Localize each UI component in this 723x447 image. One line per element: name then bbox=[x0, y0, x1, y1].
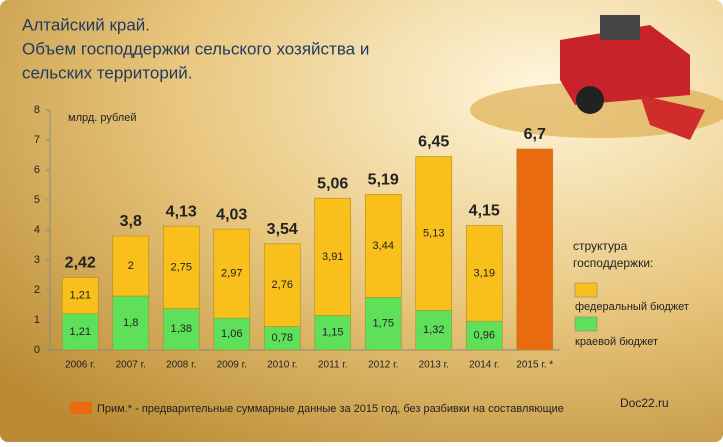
value-label: 0,96 bbox=[474, 330, 495, 342]
bar-segment bbox=[415, 156, 453, 311]
value-label: 3,91 bbox=[322, 251, 343, 263]
x-tick-label: 2011 г. bbox=[318, 360, 348, 371]
value-label: 1,8 bbox=[123, 317, 138, 329]
value-label: 5,13 bbox=[423, 227, 444, 239]
value-label: 1,15 bbox=[322, 327, 343, 339]
y-axis-label: млрд. рублей bbox=[68, 112, 136, 124]
bar-segment bbox=[516, 148, 554, 351]
bar-segment bbox=[213, 317, 251, 351]
value-label: 0,78 bbox=[272, 332, 293, 344]
bar-segment bbox=[314, 197, 352, 316]
total-label: 5,06 bbox=[317, 175, 348, 192]
value-label: 2,97 bbox=[221, 268, 242, 280]
bar-segment bbox=[314, 315, 352, 351]
total-label: 6,7 bbox=[524, 126, 546, 143]
x-tick-label: 2010 г. bbox=[267, 360, 297, 371]
total-label: 4,03 bbox=[216, 206, 247, 223]
x-tick-label: 2012 г. bbox=[368, 360, 398, 371]
legend-title: структура bbox=[573, 239, 628, 253]
x-tick-label: 2009 г. bbox=[217, 360, 247, 371]
value-label: 1,21 bbox=[70, 289, 91, 301]
y-tick-label: 1 bbox=[34, 314, 40, 326]
total-label: 3,8 bbox=[120, 213, 142, 230]
bar-segment bbox=[112, 235, 150, 297]
x-tick-label: 2008 г. bbox=[166, 360, 196, 371]
harvester bbox=[470, 15, 723, 140]
x-tick-label: 2006 г. bbox=[65, 360, 95, 371]
y-tick-label: 2 bbox=[34, 284, 40, 296]
bar-segment bbox=[364, 297, 402, 351]
bar-segment bbox=[162, 308, 200, 351]
value-label: 2,76 bbox=[272, 279, 293, 291]
x-tick-label: 2007 г. bbox=[116, 360, 146, 371]
bar-segment bbox=[162, 225, 200, 309]
y-tick-label: 6 bbox=[34, 164, 40, 176]
bar-segment bbox=[61, 277, 99, 314]
total-label: 5,19 bbox=[368, 172, 399, 189]
y-tick-label: 5 bbox=[34, 194, 40, 206]
total-label: 3,54 bbox=[267, 221, 298, 238]
bar-segment bbox=[213, 228, 251, 319]
legend-swatch bbox=[574, 282, 598, 298]
y-tick-label: 4 bbox=[34, 224, 40, 236]
title-line: сельских территорий. bbox=[22, 63, 193, 82]
bar-segment bbox=[112, 295, 150, 351]
legend-label: краевой бюджет bbox=[575, 336, 658, 348]
bar-segment bbox=[364, 194, 402, 298]
value-label: 1,21 bbox=[70, 326, 91, 338]
y-tick-label: 8 bbox=[34, 104, 40, 116]
bar-segment bbox=[263, 243, 301, 327]
value-label: 3,44 bbox=[373, 240, 394, 252]
x-tick-label: 2013 г. bbox=[419, 360, 449, 371]
legend-swatch bbox=[574, 316, 598, 332]
y-tick-label: 3 bbox=[34, 254, 40, 266]
value-label: 1,75 bbox=[373, 318, 394, 330]
x-tick-label: 2015 г. * bbox=[516, 360, 553, 371]
value-label: 2 bbox=[128, 260, 134, 272]
value-label: 1,06 bbox=[221, 328, 242, 340]
y-tick-label: 7 bbox=[34, 134, 40, 146]
title-line: Объем господдержки сельского хозяйства и bbox=[22, 39, 369, 58]
legend-title: господдержки: bbox=[573, 256, 653, 270]
value-label: 2,75 bbox=[171, 261, 192, 273]
total-label: 4,13 bbox=[166, 203, 197, 220]
y-tick-label: 0 bbox=[34, 344, 40, 356]
value-label: 3,19 bbox=[474, 267, 495, 279]
bar-segment bbox=[465, 225, 503, 322]
value-label: 1,32 bbox=[423, 324, 444, 336]
x-tick-label: 2014 г. bbox=[469, 360, 499, 371]
legend-swatch bbox=[70, 402, 92, 414]
bar-segment bbox=[415, 310, 453, 351]
bar-segment bbox=[61, 313, 99, 351]
value-label: 1,38 bbox=[171, 323, 192, 335]
legend-label: федеральный бюджет bbox=[575, 301, 689, 313]
title-line: Алтайский край. bbox=[22, 15, 150, 34]
watermark: Doc22.ru bbox=[620, 396, 669, 410]
total-label: 4,15 bbox=[469, 203, 500, 220]
legend-label: Прим.* - предварительные суммарные данны… bbox=[97, 403, 564, 415]
bar-segment bbox=[465, 320, 503, 351]
total-label: 2,42 bbox=[65, 255, 96, 272]
total-label: 6,45 bbox=[418, 134, 449, 151]
